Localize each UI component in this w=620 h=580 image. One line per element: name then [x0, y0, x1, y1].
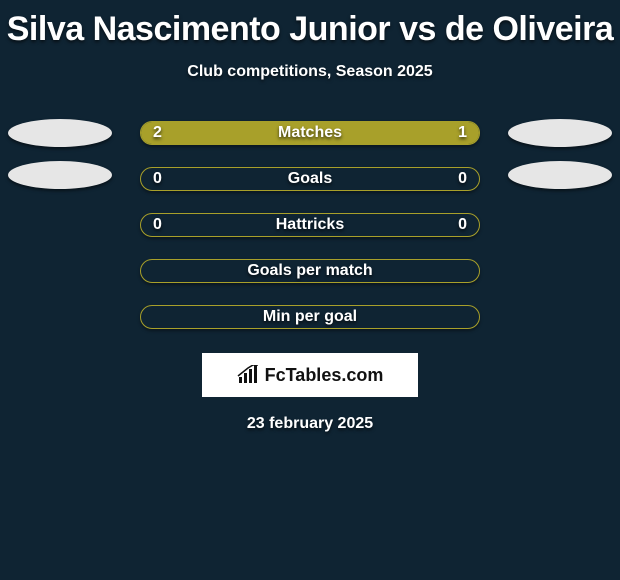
date: 23 february 2025	[247, 415, 373, 433]
stat-label: Matches	[141, 124, 479, 142]
stat-label: Goals per match	[141, 262, 479, 280]
comparison-infographic: Silva Nascimento Junior vs de Oliveira C…	[0, 0, 620, 433]
stat-row: Goals per match	[0, 259, 620, 283]
stat-row: Hattricks0 0	[0, 213, 620, 237]
ellipse-right	[508, 161, 612, 189]
stat-value-right: 0	[458, 216, 467, 234]
logo-text: FcTables.com	[265, 365, 384, 386]
stat-bar: Goals per match	[140, 259, 480, 283]
stat-label: Hattricks	[141, 216, 479, 234]
ellipse-right	[508, 119, 612, 147]
stat-rows: Matches21Goals00Hattricks00Goals per mat…	[0, 121, 620, 329]
stat-value-left: 0	[153, 216, 162, 234]
stat-bar: Hattricks0 0	[140, 213, 480, 237]
ellipse-left	[8, 119, 112, 147]
title: Silva Nascimento Junior vs de Oliveira	[7, 10, 613, 49]
stat-row: Matches2 1	[0, 121, 620, 145]
stat-value-right: 1	[458, 124, 467, 142]
ellipse-left	[8, 161, 112, 189]
stat-row: Min per goal	[0, 305, 620, 329]
subtitle: Club competitions, Season 2025	[187, 63, 432, 81]
stat-value-left: 0	[153, 170, 162, 188]
stat-bar: Goals0 0	[140, 167, 480, 191]
bar-chart-icon	[237, 365, 259, 385]
stat-label: Min per goal	[141, 308, 479, 326]
stat-bar: Min per goal	[140, 305, 480, 329]
stat-value-left: 2	[153, 124, 162, 142]
stat-label: Goals	[141, 170, 479, 188]
stat-row: Goals0 0	[0, 167, 620, 191]
stat-bar: Matches2 1	[140, 121, 480, 145]
logo-box: FcTables.com	[202, 353, 418, 397]
stat-value-right: 0	[458, 170, 467, 188]
